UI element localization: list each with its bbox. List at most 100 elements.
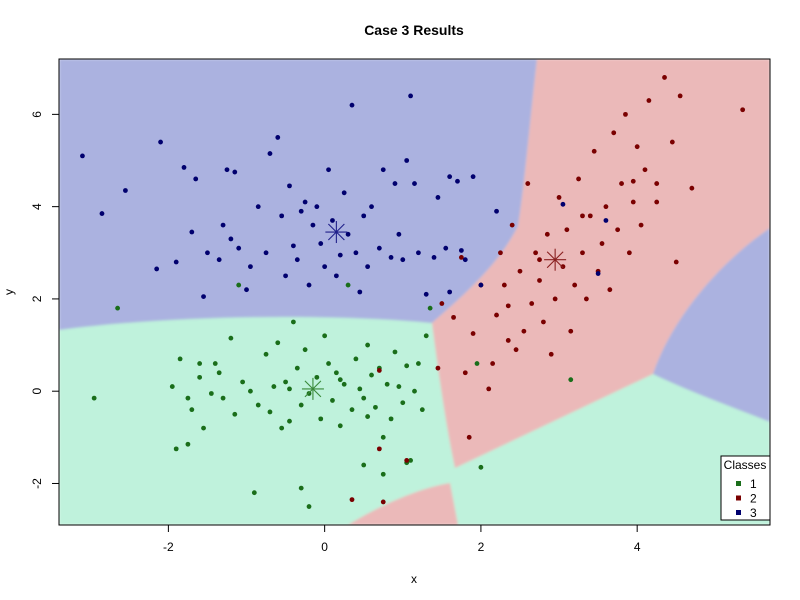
point-class-3 — [423, 291, 429, 297]
point-class-1 — [185, 395, 191, 401]
point-class-2 — [591, 148, 597, 154]
point-class-1 — [427, 305, 433, 311]
point-class-1 — [279, 425, 285, 431]
legend-label: 1 — [750, 477, 757, 491]
centroid-stroke — [304, 380, 322, 398]
point-class-2 — [626, 250, 632, 256]
point-class-3 — [244, 287, 249, 293]
point-class-2 — [669, 139, 675, 145]
point-class-1 — [248, 388, 253, 394]
point-class-2 — [533, 250, 539, 256]
point-class-1 — [404, 363, 410, 369]
point-class-2 — [560, 264, 566, 270]
centroid-class-1 — [301, 377, 324, 400]
point-class-2 — [599, 241, 605, 246]
point-class-1 — [91, 395, 97, 401]
y-tick-label: 0 — [30, 388, 44, 395]
point-class-3 — [431, 254, 437, 260]
point-class-3 — [333, 273, 339, 279]
point-class-3 — [290, 243, 296, 249]
legend-label: 2 — [750, 492, 757, 506]
decision-regions — [59, 59, 770, 525]
point-class-1 — [365, 342, 371, 348]
point-class-1 — [212, 361, 218, 366]
point-class-3 — [228, 236, 234, 242]
point-class-1 — [287, 418, 292, 424]
point-class-3 — [283, 273, 288, 279]
point-class-1 — [290, 319, 296, 325]
y-tick-label: 2 — [30, 295, 44, 302]
point-class-3 — [314, 204, 320, 210]
point-class-3 — [193, 176, 199, 182]
point-class-1 — [380, 434, 386, 440]
point-class-1 — [345, 282, 351, 288]
point-class-1 — [478, 464, 484, 470]
point-class-2 — [451, 314, 456, 320]
point-class-3 — [255, 204, 261, 210]
point-class-2 — [580, 250, 585, 256]
point-class-1 — [287, 386, 292, 392]
point-class-2 — [486, 386, 492, 392]
point-class-3 — [294, 257, 300, 263]
point-class-2 — [587, 213, 593, 219]
point-class-1 — [267, 409, 273, 415]
x-axis-label: x — [411, 572, 417, 586]
point-class-1 — [337, 377, 343, 383]
point-class-3 — [416, 250, 421, 256]
point-class-1 — [388, 416, 394, 422]
centroid-stroke — [546, 251, 564, 269]
point-class-2 — [654, 199, 660, 205]
point-class-2 — [740, 107, 746, 113]
point-class-3 — [306, 282, 312, 288]
point-class-3 — [603, 218, 609, 223]
point-class-2 — [380, 499, 386, 505]
point-class-2 — [603, 204, 609, 210]
point-class-3 — [392, 181, 398, 186]
point-class-2 — [349, 497, 355, 503]
point-class-1 — [185, 441, 191, 447]
point-class-3 — [80, 153, 85, 159]
point-class-2 — [646, 98, 652, 103]
point-class-3 — [216, 257, 222, 263]
point-class-3 — [447, 174, 453, 180]
point-class-1 — [400, 400, 406, 406]
point-class-2 — [462, 370, 468, 376]
point-class-3 — [267, 151, 273, 156]
point-class-1 — [423, 333, 429, 339]
point-class-2 — [630, 178, 636, 184]
point-class-1 — [357, 386, 363, 392]
point-class-1 — [298, 485, 304, 491]
legend-swatch — [736, 481, 741, 486]
point-class-2 — [662, 75, 667, 80]
point-class-3 — [275, 135, 281, 140]
point-class-3 — [396, 231, 402, 237]
point-class-2 — [544, 231, 550, 237]
point-class-1 — [115, 305, 120, 311]
point-class-2 — [541, 319, 546, 325]
point-class-2 — [376, 446, 382, 452]
x-tick-label: 2 — [478, 540, 485, 554]
point-class-2 — [552, 296, 558, 302]
point-class-3 — [369, 204, 374, 210]
point-class-1 — [251, 490, 257, 496]
point-class-3 — [458, 248, 464, 253]
point-class-1 — [322, 333, 328, 339]
y-tick-label: -2 — [30, 478, 44, 489]
y-tick-label: 6 — [30, 111, 44, 118]
point-class-1 — [326, 361, 331, 366]
point-class-3 — [560, 201, 566, 207]
point-class-2 — [638, 222, 644, 228]
region-class-2-bottom — [348, 483, 458, 525]
point-class-2 — [634, 144, 640, 150]
centroid-stroke — [327, 223, 345, 241]
point-class-2 — [458, 254, 464, 260]
point-class-2 — [619, 181, 624, 186]
point-class-3 — [330, 218, 335, 223]
point-class-2 — [435, 365, 441, 371]
point-class-1 — [232, 411, 238, 417]
point-class-1 — [392, 349, 398, 355]
point-class-2 — [548, 351, 554, 357]
point-class-2 — [376, 368, 382, 373]
point-class-2 — [505, 338, 511, 343]
point-class-3 — [361, 213, 367, 219]
